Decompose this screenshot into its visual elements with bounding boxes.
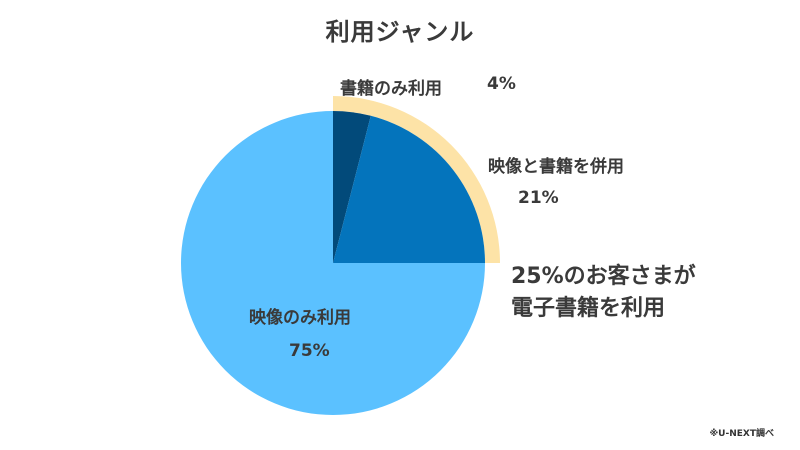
- callout-line-2: 電子書籍を利用: [511, 296, 666, 321]
- slice-value-video-only: 75%: [289, 341, 330, 361]
- slice-label-books-only: 書籍のみ利用: [340, 79, 442, 99]
- slice-value-video-and-books: 21%: [518, 188, 559, 208]
- highlight-arc-layer: [333, 96, 500, 263]
- pie-slice-video-only: [181, 111, 485, 415]
- slice-layer: [181, 111, 485, 415]
- pie-slice-video-and-books: [333, 115, 485, 263]
- slice-value-books-only: 4%: [487, 74, 516, 94]
- slice-label-video-and-books: 映像と書籍を併用: [488, 157, 624, 177]
- callout-line-1: 25%のお客さまが: [511, 264, 696, 289]
- pie-slice-books-only: [333, 111, 371, 263]
- chart-title: 利用ジャンル: [325, 18, 475, 46]
- highlight-arc: [333, 96, 500, 263]
- source-note: ※U-NEXT調べ: [709, 429, 774, 439]
- slice-label-video-only: 映像のみ利用: [249, 308, 351, 328]
